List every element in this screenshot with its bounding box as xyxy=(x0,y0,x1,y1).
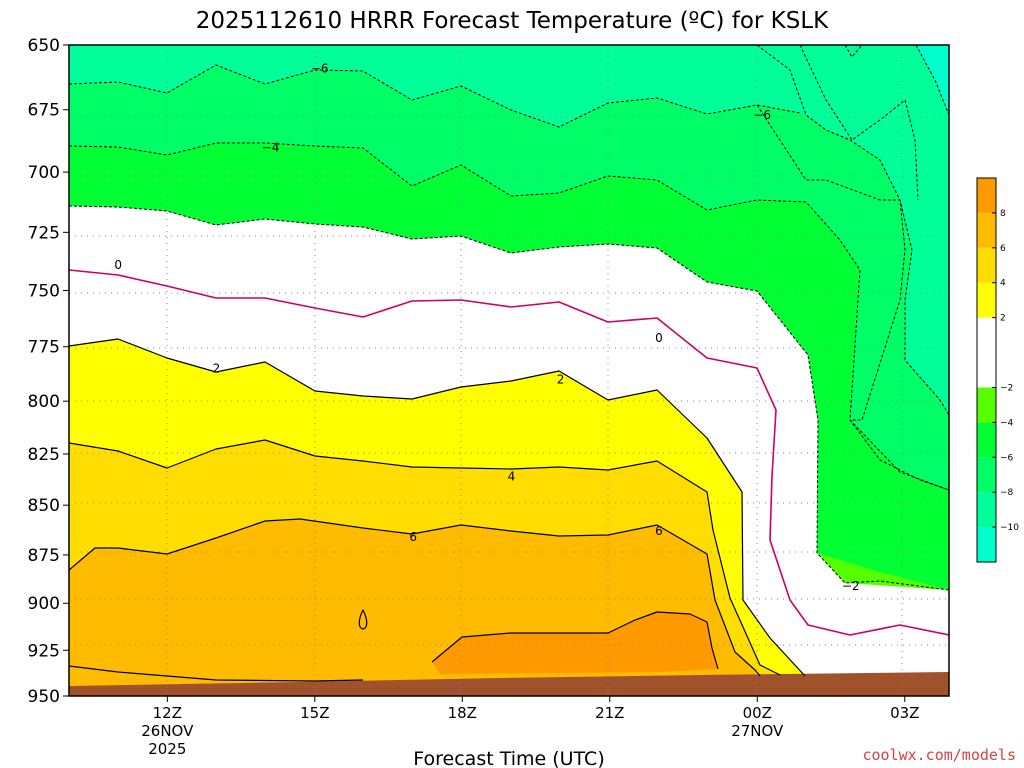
contour-label: −6 xyxy=(753,108,771,122)
colorbar-bin xyxy=(977,422,996,458)
y-tick-label: 725 xyxy=(28,223,60,243)
colorbar-bin xyxy=(977,457,996,493)
plot-frame xyxy=(68,44,950,697)
contour-label: −6 xyxy=(311,62,329,76)
contour-8-small-loop xyxy=(358,609,368,630)
contour-label: 2 xyxy=(213,362,221,376)
contour-label: 2 xyxy=(557,373,565,387)
x-tick-date: 26NOV xyxy=(141,722,194,740)
colorbar: 8 6 4 2 −2 −4 −6 −8 −10 xyxy=(976,177,1019,563)
contour-label: 0 xyxy=(114,258,122,272)
x-axis-label: Forecast Time (UTC) xyxy=(413,748,604,768)
y-tick-label: 825 xyxy=(28,445,60,465)
x-tick-label: 03Z xyxy=(890,704,919,722)
gridlines xyxy=(69,45,949,696)
plot-area xyxy=(69,45,949,696)
y-tick-label: 900 xyxy=(28,594,60,614)
contour-6 xyxy=(69,518,761,677)
fill-region-minus10-to-minus8 xyxy=(69,45,949,415)
contour-label: −2 xyxy=(842,579,860,593)
y-tick-label: 925 xyxy=(28,641,60,661)
contour-minus6 xyxy=(69,64,801,128)
colorbar-bin xyxy=(977,212,996,248)
fill-region-minus8-to-minus6 xyxy=(69,45,949,490)
ground-surface xyxy=(69,672,949,696)
x-tick-label: 15Z xyxy=(300,704,329,722)
contour-label: 6 xyxy=(655,524,663,538)
colorbar-frame xyxy=(976,177,997,563)
y-tick-label: 650 xyxy=(28,36,60,56)
y-tick-label: 950 xyxy=(28,687,60,707)
y-axis: 650 675 700 725 750 775 800 825 850 875 900 925 950 xyxy=(28,36,69,707)
x-tick-date: 27NOV xyxy=(731,722,784,740)
contour-minus8-upper xyxy=(799,45,919,201)
fill-region-8-to-10 xyxy=(432,612,718,674)
contour-lines xyxy=(69,45,949,682)
contour-8-near-ground xyxy=(69,665,364,682)
contour-minus2 xyxy=(69,205,949,591)
y-tick-label: 675 xyxy=(28,101,60,121)
colorbar-tick-label: 4 xyxy=(1000,279,1006,289)
y-tick-label: 775 xyxy=(28,338,60,358)
y-tick-label: 800 xyxy=(28,392,60,412)
contour-0 xyxy=(69,269,949,636)
colorbar-bin xyxy=(977,527,996,562)
contour-label: 6 xyxy=(409,530,417,544)
contour-minus4 xyxy=(69,142,949,491)
colorbar-tick-label: −4 xyxy=(1000,418,1014,428)
contour-2 xyxy=(69,338,806,677)
credit-text: coolwx.com/models xyxy=(862,746,1016,764)
colorbar-tick-label: 2 xyxy=(1000,314,1006,324)
x-tick-label: 00Z xyxy=(743,704,772,722)
y-tick-label: 750 xyxy=(28,281,60,301)
contour-label: 4 xyxy=(508,470,516,484)
contour-minus6-east xyxy=(756,104,949,491)
colorbar-bin xyxy=(977,282,996,318)
x-tick-label: 21Z xyxy=(595,704,624,722)
colorbar-bin xyxy=(977,387,996,423)
y-tick-label: 850 xyxy=(28,496,60,516)
colorbar-bin xyxy=(977,317,996,388)
contour-label: −4 xyxy=(262,140,280,154)
colorbar-tick-label: −6 xyxy=(1000,453,1014,463)
contour-8 xyxy=(431,611,719,670)
colorbar-tick-label: −2 xyxy=(1000,383,1013,393)
y-tick-label: 875 xyxy=(28,546,60,566)
y-tick-label: 700 xyxy=(28,163,60,183)
fill-region-minus12-to-minus10 xyxy=(916,45,949,115)
chart-title: 2025112610 HRRR Forecast Temperature (ºC… xyxy=(196,8,829,34)
colorbar-bin xyxy=(977,178,996,213)
colorbar-bin xyxy=(977,492,996,528)
contour-label-layer: −6 −4 −6 0 0 2 2 4 6 6 −2 xyxy=(114,62,860,593)
contour-label: 0 xyxy=(655,331,663,345)
colorbar-tick-label: −8 xyxy=(1000,488,1014,498)
contour-4 xyxy=(69,439,781,676)
colorbar-tick-label: 6 xyxy=(1000,244,1006,254)
x-tick-label: 18Z xyxy=(448,704,477,722)
x-tick-label: 12Z xyxy=(153,704,182,722)
x-tick-year: 2025 xyxy=(148,740,186,758)
colorbar-bin xyxy=(977,247,996,283)
colorbar-tick-label: 8 xyxy=(1000,209,1006,219)
colorbar-tick-label: −10 xyxy=(1000,523,1019,533)
contour-minus8 xyxy=(756,45,949,416)
